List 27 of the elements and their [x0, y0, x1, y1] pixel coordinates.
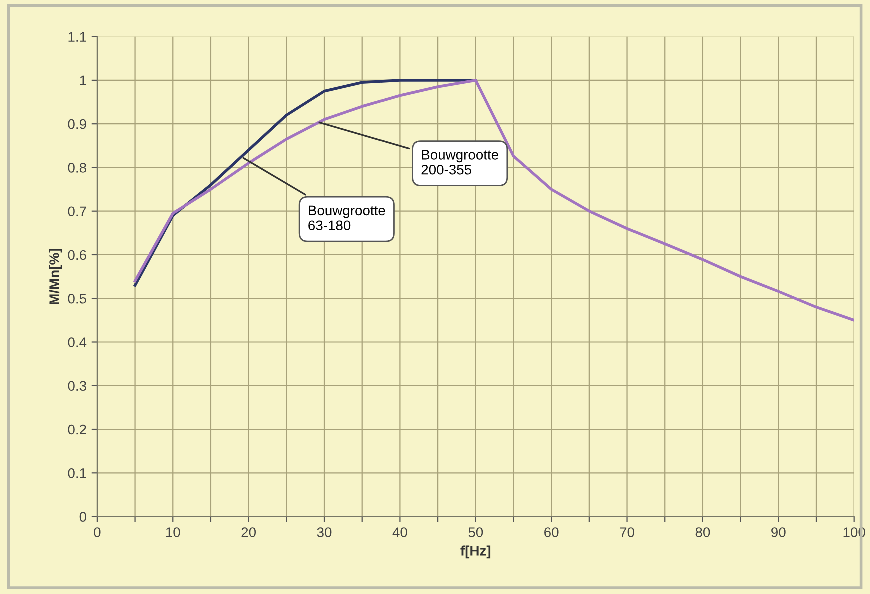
y-axis-title: M/Mn[%] — [49, 249, 62, 304]
y-tick-label: 1.1 — [68, 32, 86, 42]
y-tick-label: 0.3 — [68, 381, 86, 392]
annotation: Bouwgrootte 63-180 — [308, 206, 386, 231]
y-tick-label: 0.2 — [68, 424, 86, 435]
y-tick-label: 0.1 — [68, 468, 86, 478]
x-tick-label: 20 — [242, 528, 256, 538]
x-tick-label: 0 — [94, 528, 101, 538]
x-tick-label: 60 — [544, 528, 559, 538]
x-tick-label: 80 — [696, 528, 710, 538]
x-axis-title: f[Hz] — [460, 546, 491, 559]
y-tick-label: 0.7 — [68, 206, 86, 217]
x-tick-label: 40 — [392, 528, 408, 538]
x-tick-label: 90 — [772, 528, 786, 538]
annotation: Bouwgrootte 200-355 — [422, 150, 498, 175]
y-tick-label: 0.8 — [68, 163, 86, 173]
y-tick-label: 0.9 — [68, 119, 86, 130]
x-tick-label: 10 — [166, 528, 180, 538]
y-tick-label: 1 — [80, 76, 86, 86]
y-tick-label: 0 — [80, 512, 86, 522]
y-tick-label: 0.4 — [68, 338, 87, 348]
y-tick-label: 0.6 — [68, 250, 86, 260]
x-tick-label: 70 — [620, 528, 634, 538]
y-tick-label: 0.5 — [68, 294, 86, 304]
x-tick-label: 50 — [468, 528, 484, 538]
line-series — [134, 79, 854, 322]
x-tick-label: 30 — [317, 528, 332, 538]
